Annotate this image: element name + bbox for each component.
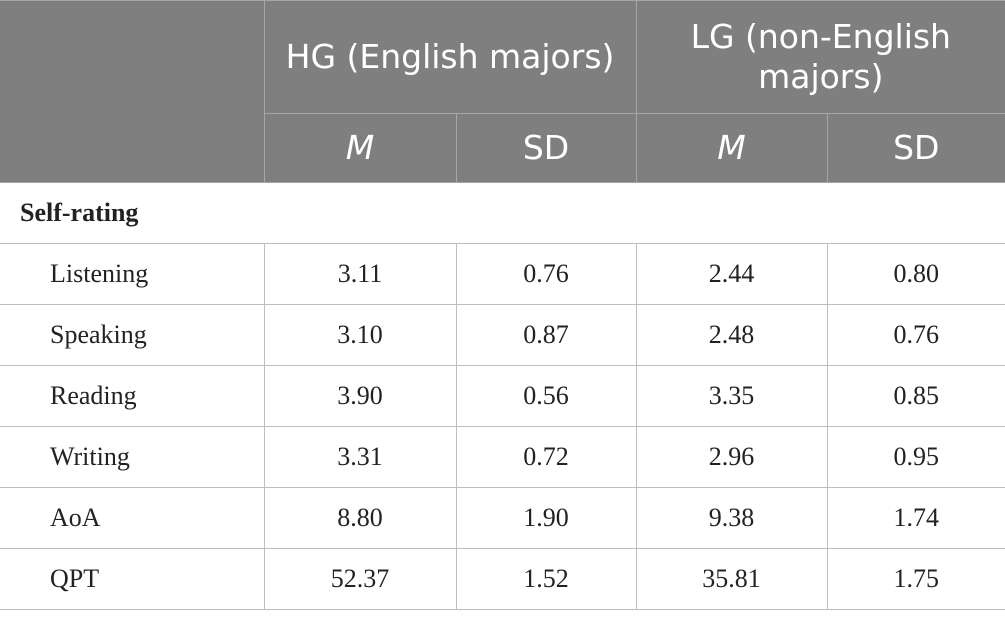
value-cell: 0.72	[455, 426, 637, 488]
value-cell: 3.11	[263, 243, 457, 305]
row-label: Reading	[0, 365, 265, 427]
data-row: Writing 3.31 0.72 2.96 0.95	[0, 426, 1005, 488]
group-header-row: HG (English majors) LG (non-English majo…	[0, 0, 1005, 183]
data-row: QPT 52.37 1.52 35.81 1.75	[0, 548, 1005, 610]
row-label: QPT	[0, 548, 265, 610]
value-cell: 2.96	[635, 426, 828, 488]
value-cell: 0.95	[826, 426, 1005, 488]
sub-header-row: M SD M SD	[0, 113, 1005, 183]
row-label: AoA	[0, 487, 265, 549]
row-label: Writing	[0, 426, 265, 488]
value-cell: 1.52	[455, 548, 637, 610]
value-cell: 9.38	[635, 487, 828, 549]
sub-header: SD	[826, 113, 1005, 183]
value-cell: 1.75	[826, 548, 1005, 610]
sub-header: SD	[455, 113, 637, 183]
value-cell: 8.80	[263, 487, 457, 549]
data-row: Speaking 3.10 0.87 2.48 0.76	[0, 304, 1005, 366]
value-cell: 52.37	[263, 548, 457, 610]
value-cell: 0.87	[455, 304, 637, 366]
data-row: Listening 3.11 0.76 2.44 0.80	[0, 243, 1005, 305]
value-cell: 3.35	[635, 365, 828, 427]
value-cell: 1.74	[826, 487, 1005, 549]
value-cell: 3.31	[263, 426, 457, 488]
section-row: Self-rating	[0, 182, 1005, 244]
row-label: Listening	[0, 243, 265, 305]
value-cell: 0.85	[826, 365, 1005, 427]
data-row: Reading 3.90 0.56 3.35 0.85	[0, 365, 1005, 427]
value-cell: 2.48	[635, 304, 828, 366]
value-cell: 2.44	[635, 243, 828, 305]
sub-header: M	[635, 113, 828, 183]
sub-header: M	[264, 113, 457, 183]
data-table: HG (English majors) LG (non-English majo…	[0, 0, 1005, 610]
corner-cell	[0, 0, 265, 183]
value-cell: 0.76	[826, 304, 1005, 366]
table-body: Self-rating Listening 3.11 0.76 2.44 0.80 Spe…	[0, 182, 1005, 610]
value-cell: 3.10	[263, 304, 457, 366]
value-cell: 0.56	[455, 365, 637, 427]
group-header: LG (non-English majors)	[635, 0, 1005, 114]
value-cell: 3.90	[263, 365, 457, 427]
row-label: Speaking	[0, 304, 265, 366]
value-cell: 1.90	[455, 487, 637, 549]
value-cell: 0.76	[455, 243, 637, 305]
value-cell: 35.81	[635, 548, 828, 610]
data-row: AoA 8.80 1.90 9.38 1.74	[0, 487, 1005, 549]
group-header: HG (English majors)	[263, 0, 637, 114]
section-label: Self-rating	[0, 182, 1005, 244]
value-cell: 0.80	[826, 243, 1005, 305]
